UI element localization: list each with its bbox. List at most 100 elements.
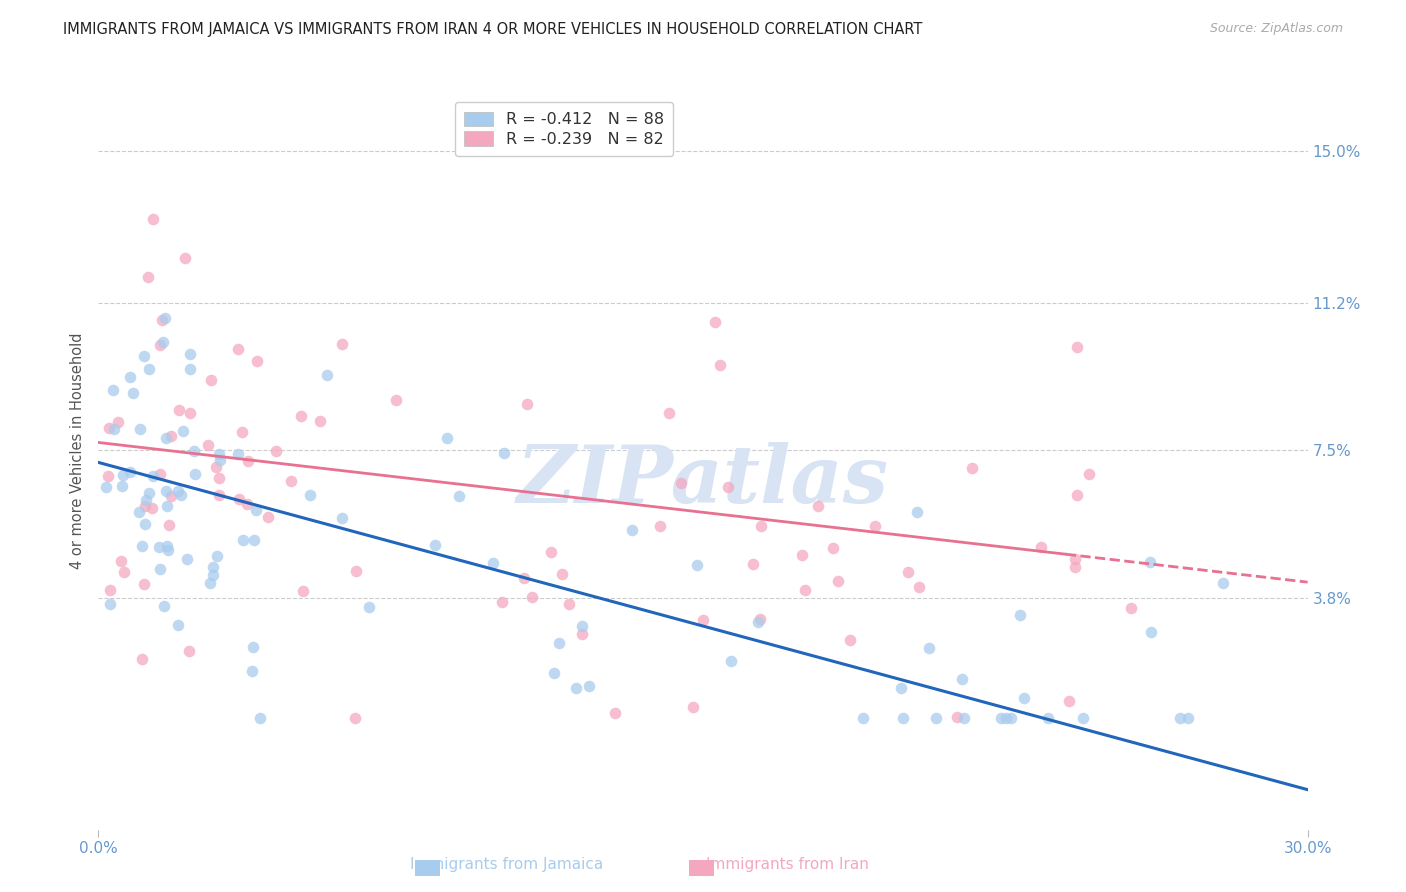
Point (1063, 559, 1085, 574)
Point (852, 711, 875, 725)
Point (264, 443, 287, 458)
Point (208, 447, 231, 461)
Point (97, 421, 120, 435)
Point (1177, 711, 1199, 725)
Point (299, 488, 322, 502)
Point (807, 499, 830, 513)
FancyBboxPatch shape (689, 860, 714, 876)
Point (183, 444, 205, 458)
Point (658, 406, 681, 420)
Point (650, 519, 672, 533)
Point (111, 479, 134, 493)
Point (179, 644, 201, 658)
Point (330, 511, 353, 525)
Point (138, 361, 160, 376)
Point (98, 582, 121, 597)
Point (136, 269, 159, 284)
Point (179, 362, 201, 376)
Point (141, 500, 163, 515)
Point (134, 517, 156, 532)
Point (167, 483, 190, 498)
Point (1066, 340, 1088, 354)
Point (205, 549, 228, 563)
Point (98, 597, 121, 611)
Point (134, 499, 156, 513)
Point (226, 343, 249, 357)
Text: ZIPatlas: ZIPatlas (517, 442, 889, 519)
Point (891, 711, 914, 725)
Point (134, 577, 156, 591)
Point (1212, 576, 1234, 591)
Point (905, 505, 928, 519)
Point (155, 483, 177, 498)
Point (423, 538, 446, 552)
Point (243, 533, 266, 548)
Point (950, 672, 973, 686)
Point (747, 615, 769, 630)
Point (111, 467, 134, 482)
Point (198, 576, 221, 591)
Point (209, 452, 232, 467)
Point (107, 415, 129, 429)
Point (236, 453, 259, 467)
Point (571, 618, 593, 632)
Point (172, 424, 194, 438)
Point (703, 315, 725, 329)
Point (890, 681, 912, 696)
Point (155, 431, 177, 445)
Point (129, 422, 152, 436)
Point (176, 551, 198, 566)
Point (155, 539, 177, 553)
Point (1168, 711, 1191, 725)
Point (692, 614, 714, 628)
Point (202, 567, 225, 582)
Point (447, 489, 470, 503)
Legend: R = -0.412   N = 88, R = -0.239   N = 82: R = -0.412 N = 88, R = -0.239 N = 82 (454, 102, 673, 156)
Point (135, 493, 157, 508)
Point (344, 564, 367, 578)
Point (793, 582, 815, 597)
Point (316, 368, 339, 383)
Point (359, 599, 381, 614)
Point (741, 557, 763, 571)
Point (290, 409, 312, 423)
Point (174, 251, 197, 265)
Point (720, 654, 742, 668)
Point (159, 489, 181, 503)
Point (621, 523, 644, 537)
Point (1066, 488, 1088, 502)
Point (131, 539, 153, 553)
Point (827, 574, 849, 589)
Point (246, 354, 269, 368)
Point (128, 505, 150, 519)
Point (571, 627, 593, 641)
Point (142, 468, 165, 483)
Point (1012, 690, 1035, 705)
Point (97, 469, 120, 483)
FancyBboxPatch shape (415, 860, 440, 876)
Point (148, 540, 170, 554)
Point (150, 313, 173, 327)
Point (152, 599, 174, 614)
Point (839, 632, 862, 647)
Point (240, 664, 263, 678)
Point (669, 475, 692, 490)
Point (149, 562, 172, 576)
Point (960, 460, 983, 475)
Text: IMMIGRANTS FROM JAMAICA VS IMMIGRANTS FROM IRAN 4 OR MORE VEHICLES IN HOUSEHOLD : IMMIGRANTS FROM JAMAICA VS IMMIGRANTS FR… (63, 22, 922, 37)
Point (332, 337, 354, 351)
Point (578, 679, 600, 693)
Text: Immigrants from Jamaica: Immigrants from Jamaica (409, 857, 603, 872)
Point (790, 549, 813, 563)
Point (917, 641, 939, 656)
Point (122, 386, 145, 401)
Point (149, 338, 172, 352)
Point (1119, 601, 1142, 615)
Point (492, 446, 515, 460)
Point (208, 488, 231, 502)
Point (863, 518, 886, 533)
Point (908, 580, 931, 594)
Point (709, 358, 731, 372)
Point (682, 699, 704, 714)
Point (156, 499, 179, 513)
